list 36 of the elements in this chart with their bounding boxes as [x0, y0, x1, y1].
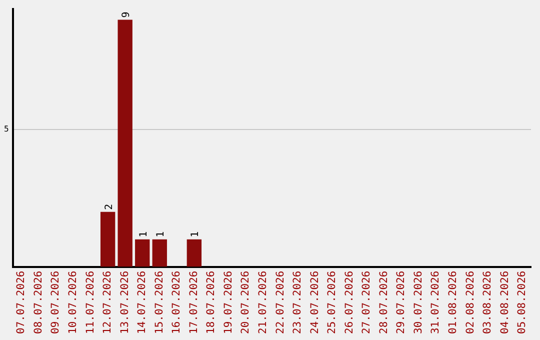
data-label: 2 — [104, 204, 115, 210]
x-tick-label: 13.07.2026 — [118, 270, 131, 334]
x-tick-label: 28.07.2026 — [378, 270, 390, 334]
x-tick-label: 25.07.2026 — [326, 270, 338, 334]
x-tick-label: 26.07.2026 — [343, 270, 356, 334]
x-tick-label: 23.07.2026 — [292, 270, 304, 334]
x-tick-label: 18.07.2026 — [205, 270, 218, 334]
x-tick-label: 10.07.2026 — [67, 270, 80, 334]
x-tick-label: 01.08.2026 — [447, 270, 460, 334]
x-tick-label: 24.07.2026 — [308, 270, 321, 334]
x-tick-label: 08.07.2026 — [32, 270, 44, 334]
x-tick-label: 20.07.2026 — [240, 270, 252, 334]
x-tick-label: 12.07.2026 — [102, 270, 114, 334]
x-tick-label: 16.07.2026 — [170, 270, 183, 334]
data-label: 1 — [156, 231, 167, 238]
data-label: 9 — [121, 12, 132, 18]
x-tick-label: 14.07.2026 — [136, 270, 148, 334]
x-tick-label: 07.07.2026 — [15, 270, 28, 334]
x-tick-label: 09.07.2026 — [50, 270, 62, 334]
x-tick-label: 27.07.2026 — [360, 270, 373, 334]
data-label: 1 — [138, 231, 150, 238]
x-tick-label: 02.08.2026 — [464, 270, 476, 334]
x-tick-label: 04.08.2026 — [498, 270, 511, 334]
x-tick-label: 05.08.2026 — [516, 270, 528, 334]
y-tick-label: 5 — [4, 124, 9, 134]
x-tick-label: 17.07.2026 — [188, 270, 200, 334]
x-tick-label: 03.08.2026 — [482, 270, 494, 334]
x-tick-label: 21.07.2026 — [257, 270, 270, 334]
x-tick-label: 11.07.2026 — [84, 270, 96, 334]
data-label: 1 — [190, 231, 202, 238]
x-tick-label: 19.07.2026 — [222, 270, 234, 334]
x-tick-label: 15.07.2026 — [153, 270, 166, 334]
x-tick-label: 30.07.2026 — [412, 270, 424, 334]
x-tick-label: 31.07.2026 — [430, 270, 442, 334]
x-tick-label: 29.07.2026 — [395, 270, 408, 334]
x-tick-label: 22.07.2026 — [274, 270, 286, 334]
